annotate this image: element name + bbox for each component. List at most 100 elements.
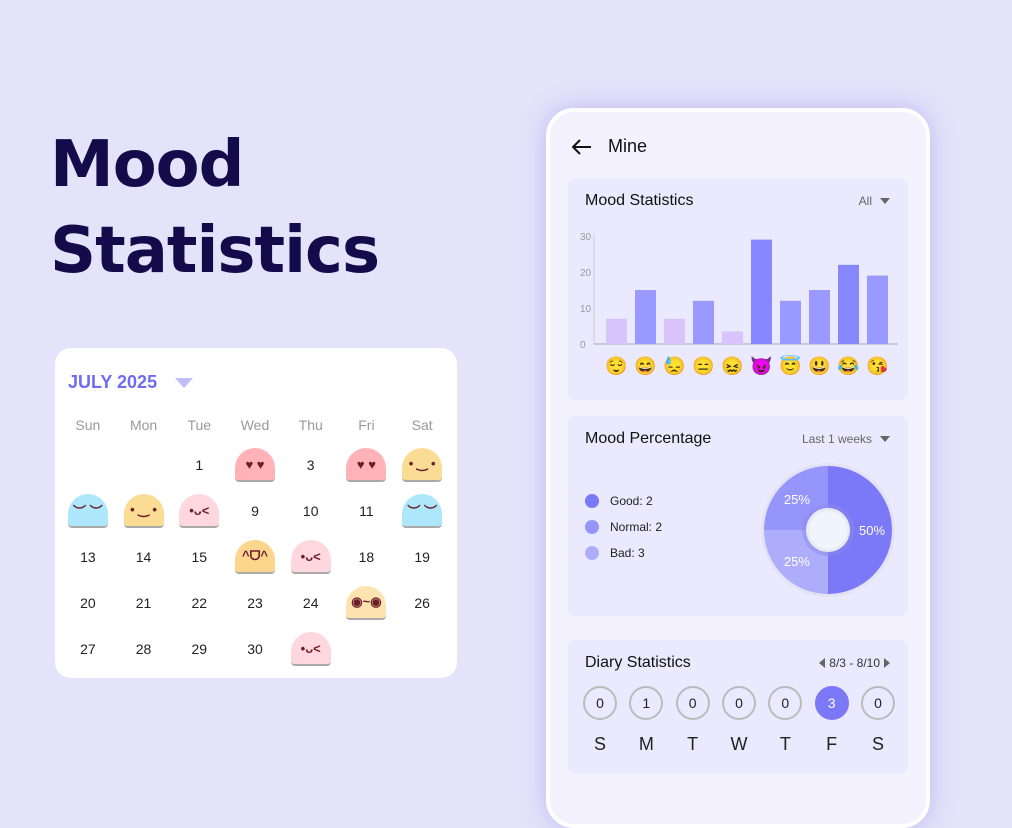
legend-label: Bad: 3 [610,546,645,560]
day-initial: S [871,734,884,754]
calendar-day[interactable]: ^ᗜ^ [227,534,283,580]
calendar-day[interactable]: ︶ ︶ [60,488,116,534]
calendar-day[interactable]: 19 [394,534,450,580]
calendar-day[interactable]: 14 [116,534,172,580]
mood-statistics-card: Mood Statistics All 0 10 20 30 😌 😄 😓 😑 😖 😈 😇 😃 😂 😘 [568,178,908,400]
day-number: 15 [191,549,208,565]
calendar-day[interactable]: ♥ ♥ [339,442,395,488]
calendar-day[interactable]: 20 [60,580,116,626]
calendar-day [394,626,450,672]
slice-label: 25% [784,492,810,507]
weekday-label: Wed [240,417,270,433]
period-dropdown[interactable]: Last 1 weeks [802,432,890,446]
diary-count: 0 [583,686,617,720]
bar [838,264,859,344]
weekday-label: Fri [358,417,375,433]
emoji-category-label: 😓 [663,355,685,376]
calendar-day[interactable]: 28 [116,626,172,672]
day-number: 3 [306,457,315,473]
emoji-category-label: 😘 [866,356,888,376]
bar [867,275,888,344]
calendar-day[interactable]: 1 [171,442,227,488]
calendar-day[interactable]: 9 [227,488,283,534]
day-number: 13 [80,549,96,565]
emoji-category-label: 😈 [750,356,772,376]
calendar-day [60,442,116,488]
filter-dropdown[interactable]: All [859,194,890,208]
week-range: 8/3 - 8/10 [819,656,890,670]
calendar-day[interactable]: •ᴗ< [283,626,339,672]
calendar-day[interactable]: 23 [227,580,283,626]
love-mood-icon: ♥ ♥ [346,448,387,482]
next-week-icon[interactable] [884,658,890,668]
smile-mood-icon: • ‿ • [402,448,443,482]
calendar-day[interactable]: 15 [171,534,227,580]
day-number: 24 [302,595,319,611]
smile-mood-icon: • ‿ • [123,494,164,528]
day-number: 19 [414,549,430,565]
calendar-day[interactable]: ♥ ♥ [227,442,283,488]
card-title: Diary Statistics [585,654,691,671]
diary-count: 0 [768,686,803,720]
calendar-day[interactable]: 13 [60,534,116,580]
calendar-day [116,442,172,488]
slice-label: 50% [859,523,885,538]
day-number: 30 [247,641,263,657]
calendar-day[interactable]: ︶ ︶ [394,488,450,534]
calendar-day[interactable]: 3 [283,442,339,488]
bar-chart: 0 10 20 30 😌 😄 😓 😑 😖 😈 😇 😃 😂 😘 [580,232,898,376]
calendar-day[interactable]: •ᴗ< [283,534,339,580]
calendar-card: JULY 2025 Sun Mon Tue Wed Thu Fri Sat 1 ♥ ♥ 3 ♥ ♥ •… [55,348,457,678]
calendar-grid: Sun Mon Tue Wed Thu Fri Sat 1 ♥ ♥ 3 ♥ ♥ • ‿ • ︶ ︶ • ‿… [60,408,450,672]
calendar-day[interactable]: 21 [116,580,172,626]
mood-percentage-card: Mood Percentage Last 1 weeks Good: 2 Norm… [568,416,908,616]
prev-week-icon[interactable] [819,658,826,668]
month-selector[interactable]: JULY 2025 [68,372,194,393]
emoji-category-label: 😃 [808,356,830,376]
calendar-day[interactable]: 24 [283,580,339,626]
arrow-left-icon[interactable] [572,138,592,155]
calendar-day[interactable]: •ᴗ< [171,488,227,534]
calendar-day[interactable]: 27 [60,626,116,672]
calendar-day [339,626,395,672]
diary-count: 0 [860,686,895,720]
legend-item: Bad: 3 [585,546,645,560]
page-title: Mine [608,136,648,156]
weekday-label: Sat [411,417,433,433]
calendar-day[interactable]: 30 [227,626,283,672]
calendar-day[interactable]: 18 [339,534,395,580]
calendar-day[interactable]: 26 [394,580,450,626]
legend-item: Good: 2 [585,494,653,508]
y-tick-label: 10 [580,304,592,315]
bar [751,239,772,344]
calendar-day[interactable]: 11 [339,488,395,534]
calendar-day[interactable]: • ‿ • [394,442,450,488]
worried-mood-icon: ◉~◉ [346,586,387,620]
calendar-day[interactable]: 10 [283,488,339,534]
calendar-day[interactable]: ◉~◉ [339,580,395,626]
dropdown-icon [880,198,890,204]
calendar-day[interactable]: 29 [171,626,227,672]
weekday-label: Mon [129,417,158,433]
day-number: 1 [195,457,204,473]
diary-count: 0 [675,686,710,720]
phone-screen: Mine Mood Statistics All 0 10 20 30 😌 😄 😓 😑 😖 😈 😇 😃… [546,108,930,828]
emoji-category-label: 😖 [721,356,743,376]
bar [809,290,830,344]
day-number: 26 [414,595,430,611]
weekday-label: Sun [75,417,101,433]
calendar-day[interactable]: • ‿ • [116,488,172,534]
card-title: Mood Percentage [585,430,712,447]
wink-mood-icon: •ᴗ< [290,540,331,574]
calendar-day[interactable]: 22 [171,580,227,626]
day-number: 21 [135,595,152,611]
period-value: Last 1 weeks [801,432,872,446]
